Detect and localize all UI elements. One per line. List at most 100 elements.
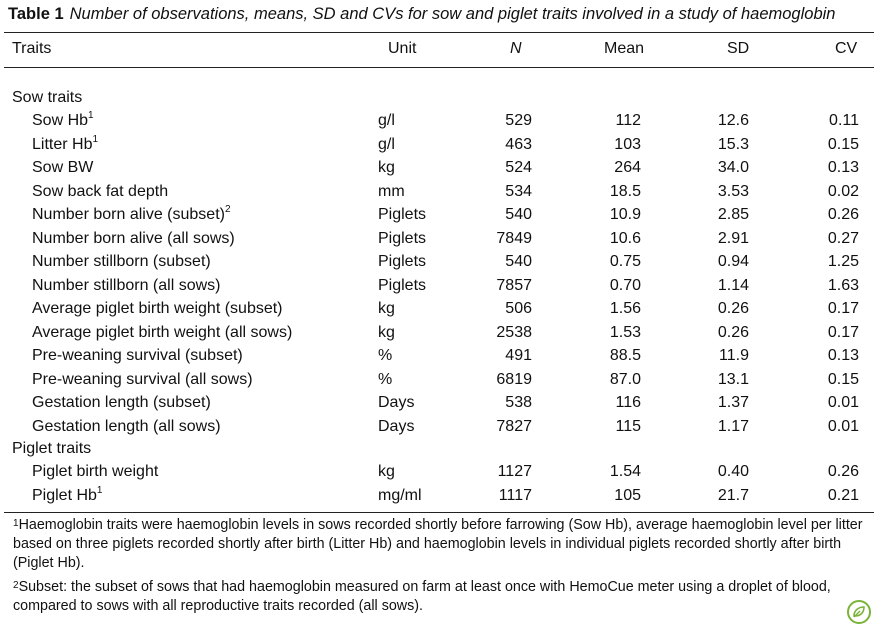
sd-cell-text: 11.9 bbox=[719, 347, 749, 364]
n-cell-text: 463 bbox=[505, 135, 532, 153]
unit-cell: Piglets bbox=[378, 206, 426, 224]
footnote-2-mark: 2 bbox=[13, 580, 19, 591]
cv-cell-text: 0.21 bbox=[827, 486, 859, 504]
sd-cell-text: 12.6 bbox=[717, 112, 749, 129]
mean-cell-text: 87.0 bbox=[609, 370, 641, 388]
sd-cell: 0.94 bbox=[718, 253, 749, 271]
mean-cell: 115 bbox=[615, 418, 641, 436]
n-cell: 540 bbox=[505, 253, 532, 271]
footnote-1-line-2: based on three piglets recorded shortly … bbox=[13, 536, 842, 552]
cv-cell: 0.17 bbox=[828, 324, 859, 342]
unit-cell: Days bbox=[378, 394, 414, 412]
n-cell-text: 491 bbox=[505, 347, 532, 364]
footer-rule bbox=[4, 512, 874, 513]
trait-cell-text: Piglet birth weight bbox=[32, 463, 159, 480]
sd-cell-text: 0.94 bbox=[717, 253, 749, 270]
cv-cell-text: 0.17 bbox=[827, 300, 859, 317]
cv-cell: 0.13 bbox=[828, 159, 859, 177]
n-cell-text: 524 bbox=[505, 159, 532, 176]
cv-cell-text: 0.15 bbox=[827, 135, 859, 153]
trait-cell: Gestation length (subset) bbox=[32, 394, 211, 412]
n-cell: 529 bbox=[505, 112, 532, 130]
sd-cell-text: 15.3 bbox=[717, 135, 749, 153]
sd-cell-text: 0.40 bbox=[717, 463, 749, 480]
mean-cell-text: 1.56 bbox=[609, 300, 641, 317]
trait-cell: Average piglet birth weight (all sows) bbox=[32, 324, 292, 342]
mean-cell-text: 115 bbox=[615, 417, 641, 435]
trait-cell: Piglet Hb1 bbox=[32, 485, 102, 505]
n-cell-text: 7827 bbox=[496, 417, 532, 435]
footnote-2-line-1: Subset: the subset of sows that had haem… bbox=[18, 579, 831, 595]
n-cell: 2538 bbox=[496, 324, 532, 342]
mean-cell: 18.5 bbox=[610, 183, 641, 201]
mean-cell-text: 1.53 bbox=[609, 323, 641, 341]
footnote-ref: 2 bbox=[224, 204, 231, 215]
table-row: Gestation length (subset) Days 538 116 1.37 0… bbox=[0, 394, 882, 417]
unit-cell-text: Days bbox=[378, 394, 415, 411]
unit-cell-text: % bbox=[378, 347, 393, 364]
mean-cell-text: 1.54 bbox=[609, 463, 641, 480]
table-row: Pre-weaning survival (all sows)% 6819 87.0… bbox=[0, 371, 882, 394]
sd-cell: 21.7 bbox=[718, 487, 749, 505]
sd-cell: 12.6 bbox=[718, 112, 749, 130]
table-row: Average piglet birth weight (subset) kg 50… bbox=[0, 300, 882, 323]
trait-cell: Piglet birth weight bbox=[32, 463, 158, 481]
sd-cell: 1.14 bbox=[718, 277, 749, 295]
trait-cell: Sow back fat depth bbox=[32, 183, 168, 201]
cv-cell-text: 0.15 bbox=[827, 370, 859, 388]
sd-cell: 34.0 bbox=[718, 159, 749, 177]
header-sd: SD bbox=[727, 40, 750, 57]
sd-cell: 1.37 bbox=[718, 394, 749, 412]
cv-cell: 0.15 bbox=[828, 136, 859, 154]
unit-cell: kg bbox=[378, 324, 395, 342]
n-cell-text: 538 bbox=[505, 394, 532, 411]
cv-cell-text: 1.63 bbox=[827, 276, 859, 294]
trait-cell-text: Sow Hb bbox=[32, 112, 89, 129]
cv-cell: 0.26 bbox=[828, 463, 859, 481]
trait-cell: Sow Hb1 bbox=[32, 110, 94, 130]
mean-cell-text: 10.6 bbox=[609, 229, 641, 247]
n-cell: 7849 bbox=[496, 230, 532, 248]
mean-cell: 1.56 bbox=[610, 300, 641, 318]
sd-cell-text: 13.1 bbox=[717, 370, 749, 388]
sd-cell: 0.40 bbox=[718, 463, 749, 481]
sd-cell-text: 21.7 bbox=[717, 486, 749, 504]
sd-cell: 0.26 bbox=[718, 324, 749, 342]
cv-cell: 0.21 bbox=[828, 487, 859, 505]
footnote-2: 2Subset: the subset of sows that had hae… bbox=[10, 578, 872, 616]
trait-cell: Number stillborn (all sows) bbox=[32, 277, 221, 295]
n-cell-text: 1127 bbox=[497, 463, 532, 480]
trait-cell-text: Number stillborn (subset) bbox=[32, 253, 211, 270]
unit-cell: % bbox=[378, 371, 392, 389]
table-title: Number of observations, means, SD and CV… bbox=[69, 5, 836, 23]
mean-cell: 87.0 bbox=[610, 371, 641, 389]
header-traits: Traits bbox=[12, 40, 52, 57]
unit-cell: % bbox=[378, 347, 392, 365]
footnote-1-mark: 1 bbox=[13, 518, 19, 529]
sd-cell-text: 1.17 bbox=[717, 417, 749, 435]
trait-cell-text: Number born alive (all sows) bbox=[32, 229, 235, 247]
n-cell-text: 529 bbox=[505, 112, 532, 129]
mean-cell: 10.9 bbox=[610, 206, 641, 224]
unit-cell-text: Piglets bbox=[378, 276, 427, 294]
table-row: Number born alive (all sows) Piglets 7849 1… bbox=[0, 230, 882, 253]
cv-cell: 0.17 bbox=[828, 300, 859, 318]
table-row: Litter Hb1 g/l 463 103 15.3 0.15 bbox=[0, 133, 882, 159]
mean-cell-text: 264 bbox=[614, 159, 641, 176]
table-row: Number stillborn (subset) Piglets 540 0.75 0… bbox=[0, 253, 882, 276]
mean-cell: 112 bbox=[615, 112, 641, 130]
journal-leaf-logo-icon bbox=[847, 600, 871, 624]
n-cell-text: 7849 bbox=[496, 229, 532, 247]
unit-cell-text: mg/ml bbox=[378, 486, 422, 504]
cv-cell: 0.11 bbox=[829, 112, 859, 130]
cv-cell: 1.25 bbox=[828, 253, 859, 271]
n-cell: 1117 bbox=[499, 487, 532, 505]
unit-cell-text: Piglets bbox=[378, 206, 427, 223]
trait-cell: Litter Hb1 bbox=[32, 133, 99, 154]
footnote-ref: 1 bbox=[92, 133, 99, 145]
sd-cell-text: 3.53 bbox=[717, 182, 749, 200]
unit-cell-text: kg bbox=[378, 463, 395, 480]
mean-cell: 116 bbox=[615, 394, 641, 412]
trait-cell: Number born alive (all sows) bbox=[32, 230, 235, 248]
trait-cell-text: Average piglet birth weight (all sows) bbox=[32, 323, 293, 341]
